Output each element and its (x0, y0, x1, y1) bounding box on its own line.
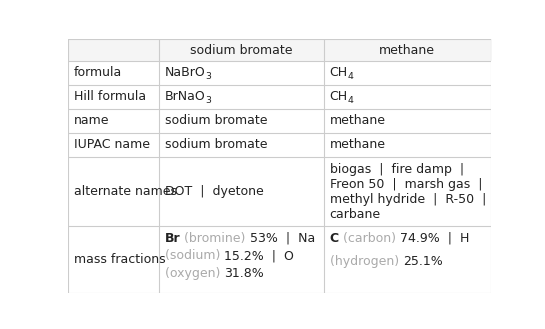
Text: sodium bromate: sodium bromate (165, 114, 268, 127)
Text: mass fractions: mass fractions (74, 253, 166, 266)
Text: sodium bromate: sodium bromate (165, 139, 268, 151)
Text: methane: methane (330, 139, 385, 151)
Text: methane: methane (379, 44, 435, 57)
Text: 25.1%: 25.1% (403, 255, 443, 268)
Text: (hydrogen): (hydrogen) (330, 255, 403, 268)
Text: 4: 4 (348, 72, 354, 81)
Text: Hill formula: Hill formula (74, 90, 146, 103)
Text: DOT  |  dyetone: DOT | dyetone (165, 185, 264, 198)
Text: alternate names: alternate names (74, 185, 177, 198)
Text: Br: Br (165, 232, 180, 244)
Text: NaBrO: NaBrO (165, 66, 205, 79)
Text: 31.8%: 31.8% (224, 266, 264, 280)
Text: 4: 4 (348, 96, 354, 105)
Text: C: C (330, 232, 338, 244)
Text: (oxygen): (oxygen) (165, 266, 224, 280)
Text: name: name (74, 114, 110, 127)
Text: sodium bromate: sodium bromate (190, 44, 293, 57)
Text: IUPAC name: IUPAC name (74, 139, 150, 151)
Text: 74.9%  |  H: 74.9% | H (399, 232, 469, 244)
Text: biogas  |  fire damp  |
Freon 50  |  marsh gas  |
methyl hydride  |  R-50  |
car: biogas | fire damp | Freon 50 | marsh ga… (330, 163, 486, 221)
Text: methane: methane (330, 114, 385, 127)
Text: 15.2%  |  O: 15.2% | O (224, 249, 294, 262)
Text: 3: 3 (205, 72, 211, 81)
Text: (bromine): (bromine) (180, 232, 250, 244)
Text: (sodium): (sodium) (165, 249, 224, 262)
Text: CH: CH (330, 66, 348, 79)
Text: 3: 3 (205, 96, 211, 105)
Text: (carbon): (carbon) (338, 232, 399, 244)
Text: 53%  |  Na: 53% | Na (250, 232, 315, 244)
Text: CH: CH (330, 90, 348, 103)
Text: BrNaO: BrNaO (165, 90, 205, 103)
Text: formula: formula (74, 66, 122, 79)
